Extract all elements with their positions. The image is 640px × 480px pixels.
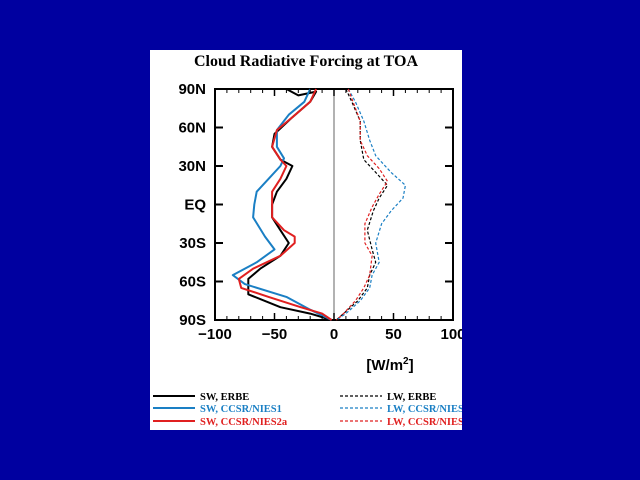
x-tick-label: −100	[198, 326, 232, 343]
series-line-sw-ccsr-nies2a	[237, 88, 333, 321]
y-tick-label: 90N	[178, 81, 206, 98]
y-tick-label: 30N	[178, 158, 206, 175]
chart-panel: Cloud Radiative Forcing at TOA −100 −50 0 5…	[150, 50, 462, 430]
y-tick-label: 90S	[179, 312, 206, 329]
x-axis-unit-label: [W/m2]	[366, 356, 413, 374]
x-tick-label: −50	[262, 326, 287, 343]
x-tick-label: 50	[385, 326, 402, 343]
x-axis: −100 −50 0 50 100	[198, 89, 462, 343]
y-tick-label: EQ	[184, 197, 206, 214]
series-line-lw-ccsr-nies1	[336, 88, 406, 321]
series-line-lw-erbe	[335, 88, 389, 321]
y-tick-label: 30S	[179, 235, 206, 252]
cloud-forcing-chart: Cloud Radiative Forcing at TOA −100 −50 0 5…	[153, 53, 462, 428]
legend-label: SW, CCSR/NIES2a	[200, 417, 288, 428]
legend-label: LW, ERBE	[387, 392, 436, 403]
legend-label: LW, CCSR/NIES1	[387, 404, 462, 415]
legend-label: LW, CCSR/NIES2a	[387, 417, 462, 428]
plot-area	[214, 88, 454, 321]
series-line-sw-erbe	[247, 88, 332, 321]
y-tick-label: 60N	[178, 120, 206, 137]
x-tick-label: 100	[440, 326, 462, 343]
series-line-lw-ccsr-nies2a	[335, 88, 389, 321]
y-axis: 90N 60N 30N EQ 30S 60S 90S	[178, 81, 453, 329]
legend-label: SW, ERBE	[200, 392, 249, 403]
legend-label: SW, CCSR/NIES1	[200, 404, 282, 415]
x-tick-label: 0	[330, 326, 338, 343]
series-line-sw-ccsr-nies1	[231, 88, 333, 321]
y-tick-label: 60S	[179, 274, 206, 291]
chart-title: Cloud Radiative Forcing at TOA	[194, 53, 418, 70]
